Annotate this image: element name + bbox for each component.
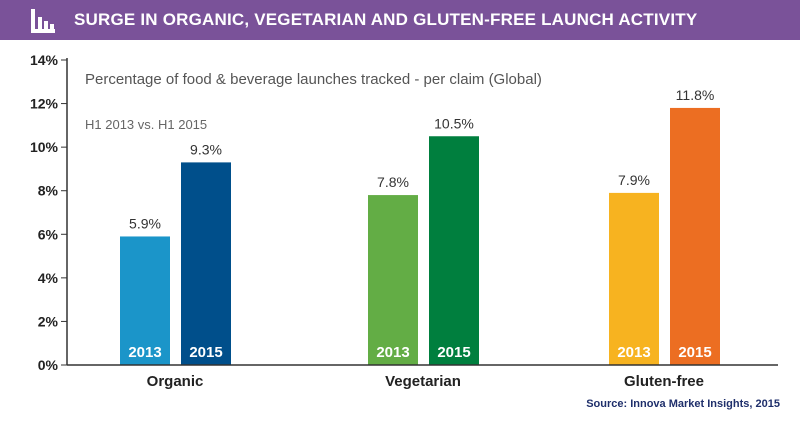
- bar-organic-2013: [120, 236, 170, 365]
- y-tick-label: 12%: [30, 96, 59, 112]
- y-tick-label: 10%: [30, 139, 59, 155]
- bar-chart-icon: [31, 9, 55, 33]
- y-tick-label: 8%: [38, 183, 59, 199]
- bar-vegetarian-2013: [368, 195, 418, 365]
- chart-title: Percentage of food & beverage launches t…: [85, 71, 542, 88]
- bar-series-label: 2013: [376, 344, 409, 361]
- header-title: SURGE IN ORGANIC, VEGETARIAN AND GLUTEN-…: [74, 10, 698, 29]
- bar-value-label: 10.5%: [434, 115, 474, 131]
- bar-organic-2015: [181, 162, 231, 365]
- bar-series-label: 2013: [617, 344, 650, 361]
- y-tick-label: 2%: [38, 313, 59, 329]
- bar-value-label: 7.9%: [618, 172, 650, 188]
- bar-value-label: 9.3%: [190, 141, 222, 157]
- bar-series-label: 2015: [189, 344, 222, 361]
- bar-value-label: 7.8%: [377, 174, 409, 190]
- bar-series-label: 2015: [678, 344, 711, 361]
- bar-gluten-free-2013: [609, 192, 659, 365]
- bar-value-label: 11.8%: [676, 87, 715, 103]
- bar-series-label: 2013: [128, 344, 161, 361]
- bar-vegetarian-2015: [429, 136, 479, 365]
- chart-subtitle: H1 2013 vs. H1 2015: [85, 117, 207, 132]
- source-note: Source: Innova Market Insights, 2015: [586, 398, 780, 410]
- y-tick-label: 4%: [38, 270, 59, 286]
- bar-chart: Percentage of food & beverage launches t…: [30, 52, 778, 390]
- bar-value-label: 5.9%: [129, 215, 161, 231]
- y-tick-label: 14%: [30, 52, 59, 68]
- x-category-label: Vegetarian: [385, 373, 461, 390]
- bar-gluten-free-2015: [670, 107, 720, 365]
- header-banner: SURGE IN ORGANIC, VEGETARIAN AND GLUTEN-…: [0, 0, 800, 40]
- x-category-label: Gluten-free: [624, 373, 704, 390]
- y-tick-label: 0%: [38, 357, 59, 373]
- y-tick-label: 6%: [38, 226, 59, 242]
- x-category-label: Organic: [147, 373, 204, 390]
- bar-series-label: 2015: [437, 344, 470, 361]
